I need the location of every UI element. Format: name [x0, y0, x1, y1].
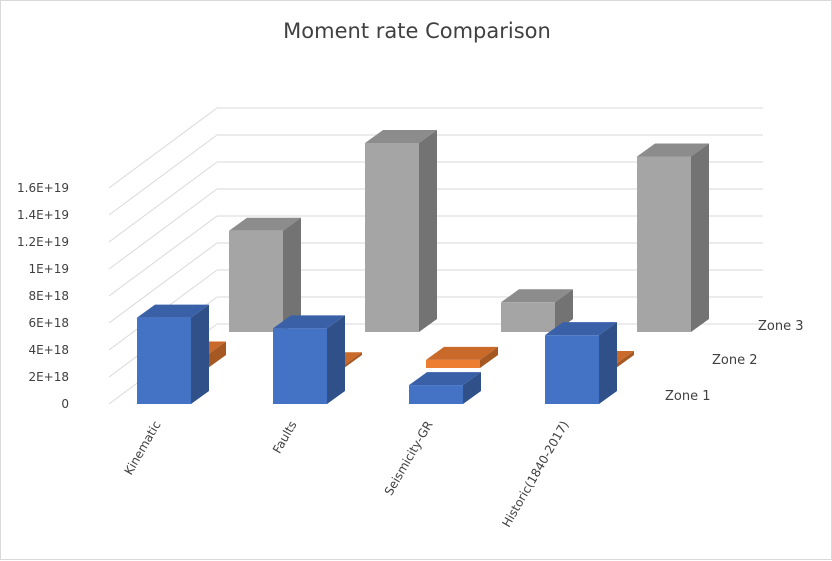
side-gridline — [108, 161, 218, 243]
bar-top-zone-1 — [137, 304, 209, 318]
bar-zone-1 — [273, 328, 327, 404]
y-tick-label: 1.2E+19 — [17, 235, 69, 249]
bar-zone-3 — [365, 143, 419, 332]
bar-zone-3 — [637, 156, 691, 332]
bar-side-zone-1 — [191, 304, 209, 404]
bar-top-zone-3 — [501, 289, 573, 303]
x-tick-label: Seismicity-GR — [382, 419, 436, 498]
bar-zone-2 — [426, 359, 480, 368]
bar-zone-3 — [501, 302, 555, 332]
x-tick-label: Kinematic — [122, 419, 164, 478]
bar-top-zone-3 — [637, 143, 709, 157]
y-tick-label: 6E+18 — [28, 316, 69, 330]
y-tick-label: 8E+18 — [28, 289, 69, 303]
y-tick-label: 2E+18 — [28, 370, 69, 384]
x-tick-label: Historic(1840-2017) — [499, 419, 571, 530]
bar-side-zone-3 — [555, 289, 573, 332]
bar-side-zone-3 — [419, 130, 437, 332]
series-axis-label: Zone 3 — [758, 319, 804, 334]
bar-side-zone-1 — [599, 322, 617, 404]
y-tick-label: 1.4E+19 — [17, 208, 69, 222]
bar-top-zone-2 — [426, 346, 498, 360]
y-tick-label: 1.6E+19 — [17, 181, 69, 195]
side-gridline — [108, 242, 218, 324]
bar-top-zone-1 — [545, 322, 617, 336]
bar-side-zone-3 — [691, 143, 709, 332]
bar-side-zone-2 — [344, 352, 362, 368]
bar-top-zone-1 — [409, 372, 481, 386]
y-tick-label: 0 — [61, 397, 69, 411]
bar-zone-1 — [409, 385, 463, 404]
series-axis-label: Zone 1 — [665, 389, 711, 404]
bar-side-zone-1 — [463, 372, 481, 404]
series-axis-label: Zone 2 — [712, 353, 758, 368]
side-gridline — [108, 107, 218, 189]
bar-side-zone-2 — [616, 350, 634, 368]
bar-zone-1 — [545, 335, 599, 404]
side-gridline — [108, 215, 218, 297]
side-gridline — [108, 188, 218, 270]
bar-top-zone-1 — [273, 315, 345, 329]
chart-title: Moment rate Comparison — [283, 19, 551, 43]
bar-side-zone-3 — [283, 217, 301, 332]
y-tick-label: 1E+19 — [28, 262, 69, 276]
bar-top-zone-3 — [229, 217, 301, 231]
y-tick-label: 4E+18 — [28, 343, 69, 357]
bar-side-zone-1 — [327, 315, 345, 404]
bar-zone-1 — [137, 317, 191, 404]
bar-side-zone-2 — [480, 346, 498, 368]
bar-top-zone-3 — [365, 130, 437, 143]
x-tick-label: Faults — [270, 419, 300, 456]
bar-side-zone-2 — [208, 341, 226, 368]
bar-zone-3 — [229, 230, 283, 332]
side-gridline — [108, 134, 218, 216]
